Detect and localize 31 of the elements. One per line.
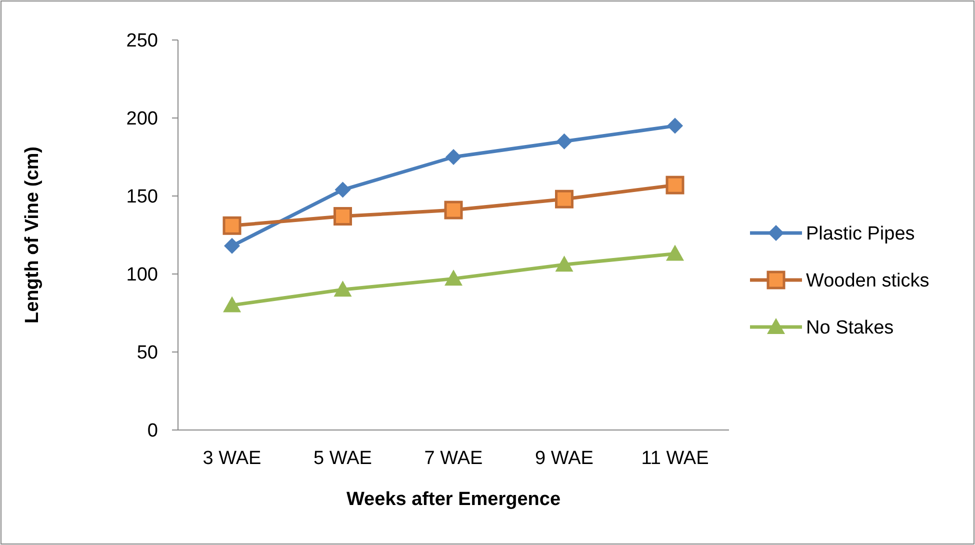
- y-tick-label: 100: [126, 264, 158, 286]
- legend-label: Plastic Pipes: [806, 224, 915, 245]
- point: [444, 200, 463, 220]
- point: [667, 118, 683, 134]
- point: [334, 207, 352, 226]
- x-tick-label: 11 WAE: [641, 448, 709, 469]
- point: [224, 238, 240, 254]
- y-tick-label: 50: [136, 342, 158, 364]
- point: [334, 182, 351, 198]
- point: [556, 133, 572, 150]
- point: [444, 270, 462, 286]
- point: [555, 256, 574, 272]
- x-tick-label: 7 WAE: [424, 448, 483, 469]
- legend-label: No Stakes: [806, 318, 894, 339]
- point: [334, 280, 352, 297]
- x-tick-label: 5 WAE: [314, 448, 372, 469]
- y-tick-label: 150: [126, 186, 158, 208]
- point: [555, 190, 574, 208]
- point: [446, 149, 462, 165]
- y-tick-label: 250: [126, 30, 158, 52]
- point: [666, 244, 684, 261]
- y-axis-title: Length of Vine (cm): [22, 146, 43, 324]
- point: [223, 296, 241, 312]
- legend-label: Wooden sticks: [806, 270, 930, 292]
- x-tick-label: 9 WAE: [535, 448, 594, 469]
- y-tick-label: 200: [126, 108, 158, 130]
- x-tick-label: 3 WAE: [202, 448, 262, 469]
- y-tick-label: 0: [147, 420, 158, 442]
- point: [666, 176, 684, 194]
- x-axis-title: Weeks after Emergence: [346, 489, 561, 510]
- point: [222, 216, 242, 235]
